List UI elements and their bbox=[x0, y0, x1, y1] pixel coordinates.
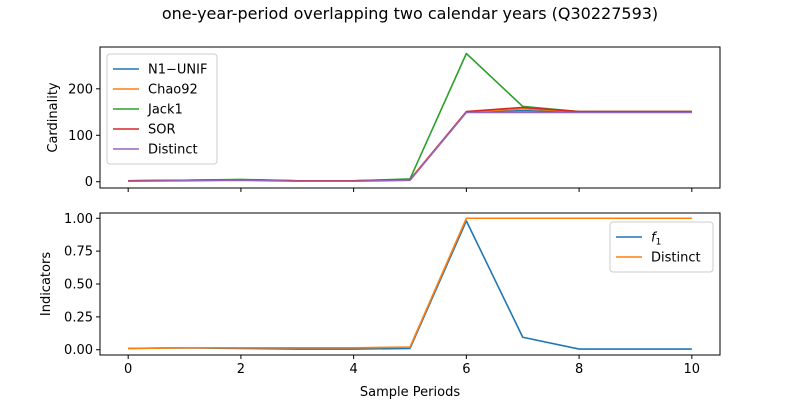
y-tick-label: 100 bbox=[68, 129, 93, 144]
series-line-1 bbox=[128, 217, 692, 350]
legend-label: SOR bbox=[148, 123, 176, 138]
y-tick-label: 200 bbox=[68, 82, 93, 97]
x-tick-label: 4 bbox=[349, 362, 357, 377]
y-tick-label: 0 bbox=[85, 175, 93, 190]
y-tick-label: 0.75 bbox=[64, 245, 93, 260]
x-tick-label: 6 bbox=[462, 362, 470, 377]
x-tick-label: 2 bbox=[237, 362, 245, 377]
plot-frame bbox=[99, 46, 721, 189]
legend-label: Distinct bbox=[148, 143, 198, 158]
chart-title: one-year-period overlapping two calendar… bbox=[162, 4, 658, 23]
y-axis-label: Cardinality bbox=[46, 82, 61, 153]
series-line-0 bbox=[128, 220, 692, 350]
legend-label: Distinct bbox=[651, 251, 701, 266]
legend-label: f1 bbox=[651, 231, 661, 248]
legend-box bbox=[609, 221, 714, 273]
legend-label: Jack1 bbox=[147, 103, 183, 118]
x-axis-label: Sample Periods bbox=[360, 385, 460, 400]
x-tick-label: 0 bbox=[124, 362, 132, 377]
legend-label: Chao92 bbox=[148, 83, 198, 98]
y-tick-label: 0.25 bbox=[64, 310, 93, 325]
x-tick-label: 8 bbox=[575, 362, 583, 377]
bottom-panel: 0 2 4 6 8 10 0.00 0.25 0.50 0.75 1.00 Indicators f1 D… bbox=[39, 212, 721, 377]
y-tick-label: 1.00 bbox=[64, 212, 93, 227]
y-axis-label: Indicators bbox=[39, 252, 54, 316]
legend-label: N1−UNIF bbox=[148, 63, 207, 78]
series-line-4 bbox=[128, 111, 692, 183]
y-tick-label: 0.00 bbox=[64, 343, 93, 358]
top-panel: 0 100 200 Cardinality N1−UNIF Chao92 Jack1 SOR D… bbox=[46, 46, 721, 192]
x-tick-label: 10 bbox=[684, 362, 701, 377]
y-tick-label: 0.50 bbox=[64, 278, 93, 293]
legend-box bbox=[106, 53, 218, 165]
legend: N1−UNIF Chao92 Jack1 SOR Distinct bbox=[106, 53, 218, 165]
legend: f1 Distinct bbox=[609, 221, 714, 273]
